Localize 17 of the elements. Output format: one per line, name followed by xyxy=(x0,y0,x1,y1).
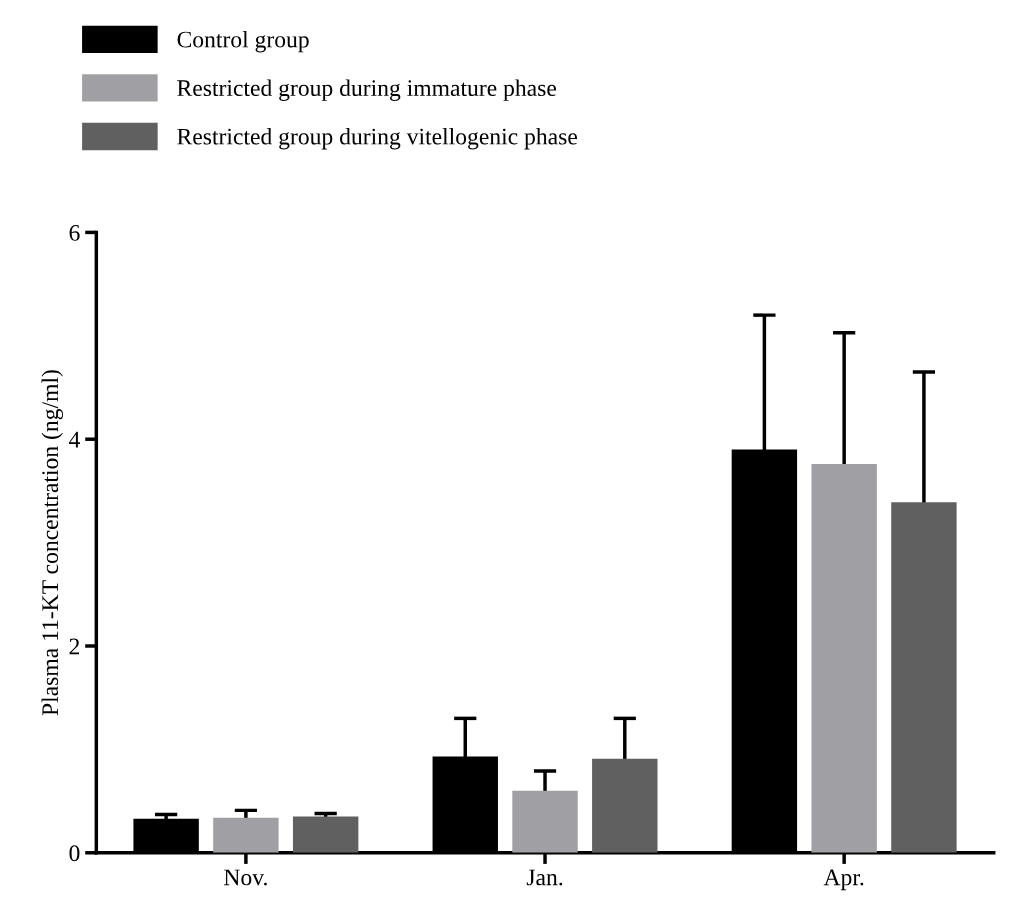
bar xyxy=(512,790,578,853)
legend-label: Control group xyxy=(177,30,309,53)
x-tick-label: Nov. xyxy=(224,869,267,886)
x-tick-label: Apr. xyxy=(823,869,864,891)
y-tick-label: 6 xyxy=(69,224,80,241)
y-tick-label: 0 xyxy=(69,845,80,862)
bar xyxy=(592,758,658,853)
y-tick-label: 2 xyxy=(69,638,80,655)
y-axis-title: Plasma 11-KT concentration (ng/ml) xyxy=(41,370,63,716)
legend-label: Restricted group during immature phase xyxy=(177,79,557,101)
x-tick-label: Jan. xyxy=(526,869,563,886)
bar xyxy=(213,817,279,853)
legend-label: Restricted group during vitellogenic phase xyxy=(177,127,577,150)
bar xyxy=(811,464,877,853)
bar xyxy=(891,502,957,853)
y-tick-label: 4 xyxy=(69,431,80,448)
bar xyxy=(292,816,359,853)
